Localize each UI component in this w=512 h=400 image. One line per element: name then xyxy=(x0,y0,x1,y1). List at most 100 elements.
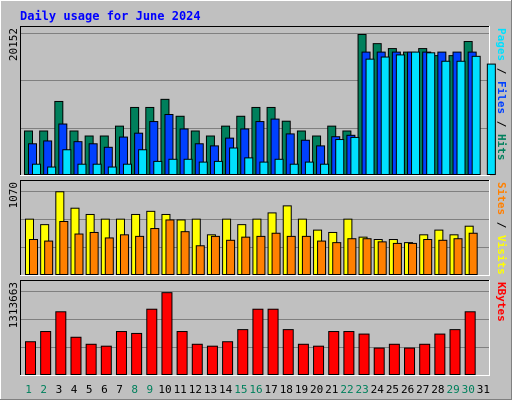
x-tick-label: 24 xyxy=(371,383,385,396)
bar-pages-day-19 xyxy=(304,161,314,176)
bar-sites-day-15 xyxy=(241,236,251,275)
bar-pages-day-9 xyxy=(153,160,163,176)
bar-sites-day-28 xyxy=(438,239,448,275)
bar-pages-day-22 xyxy=(350,136,360,176)
bar-pages-day-3 xyxy=(62,149,72,176)
x-tick-label: 12 xyxy=(189,383,202,396)
x-tick-label: 1 xyxy=(25,383,32,396)
x-tick-label: 16 xyxy=(249,383,262,396)
x-tick-label: 14 xyxy=(219,383,233,396)
middle-legend: Sites / Visits xyxy=(495,182,508,275)
chart-panels: 20152 Pages / Files / Hits 1070 Sites / Vis… xyxy=(7,26,508,376)
x-tick-label: 2 xyxy=(40,383,47,396)
bar-kbytes-day-8 xyxy=(131,332,143,376)
bar-pages-day-17 xyxy=(274,158,284,175)
bar-sites-day-1 xyxy=(29,239,38,275)
bar-kbytes-day-3 xyxy=(55,311,67,375)
x-tick-label: 11 xyxy=(174,383,187,396)
bar-pages-day-21 xyxy=(335,139,345,175)
top-legend: Pages / Files / Hits xyxy=(495,28,508,161)
x-tick-label: 31 xyxy=(477,383,490,396)
bar-pages-day-29 xyxy=(456,60,466,176)
bar-pages-day-28 xyxy=(441,60,451,176)
middle-ymax-label: 1070 xyxy=(7,182,20,209)
bar-pages-day-6 xyxy=(107,166,117,176)
bar-kbytes-day-25 xyxy=(388,343,400,376)
legend-entry: / xyxy=(495,215,508,235)
bar-kbytes-day-29 xyxy=(449,329,461,375)
chart-title: Daily usage for June 2024 xyxy=(20,9,201,23)
bar-sites-day-8 xyxy=(135,235,145,276)
bar-sites-day-19 xyxy=(301,235,311,276)
bar-sites-day-13 xyxy=(210,235,220,276)
legend-entry: Pages xyxy=(495,28,508,61)
x-tick-label: 9 xyxy=(147,383,154,396)
bar-sites-day-7 xyxy=(119,234,129,275)
bottom-ymax-label: 1313663 xyxy=(7,282,20,328)
bar-sites-day-5 xyxy=(89,231,99,275)
bar-sites-day-4 xyxy=(74,233,84,276)
bar-sites-day-29 xyxy=(453,238,463,276)
bar-sites-day-27 xyxy=(423,239,433,275)
legend-entry: Hits xyxy=(495,134,508,161)
x-tick-label: 25 xyxy=(386,383,399,396)
bar-pages-day-14 xyxy=(229,147,239,175)
x-tick-label: 23 xyxy=(356,383,369,396)
bar-pages-day-27 xyxy=(426,52,436,175)
bar-sites-day-26 xyxy=(408,242,418,276)
bar-pages-day-23 xyxy=(365,58,375,175)
bar-sites-day-23 xyxy=(362,238,372,276)
bar-kbytes-day-28 xyxy=(434,333,446,376)
legend-entry: Sites xyxy=(495,182,508,215)
bar-kbytes-day-4 xyxy=(70,336,82,375)
x-tick-label: 6 xyxy=(101,383,108,396)
bar-pages-day-5 xyxy=(92,163,102,175)
x-tick-label: 4 xyxy=(71,383,78,396)
bar-sites-day-17 xyxy=(271,232,281,275)
bar-kbytes-day-20 xyxy=(313,345,325,376)
bar-kbytes-day-17 xyxy=(267,308,279,376)
x-tick-label: 3 xyxy=(56,383,63,396)
bar-kbytes-day-2 xyxy=(40,331,52,375)
bar-sites-day-2 xyxy=(44,240,54,276)
middle-panel: 1070 Sites / Visits xyxy=(7,180,508,276)
bar-pages-day-4 xyxy=(77,163,87,175)
x-axis-labels: 1 2 3 4 5 6 7 8 9 10 11 12 13 14 15 16 17 18 19 20 21 22 23 24 2… xyxy=(25,383,490,396)
bar-pages-day-30 xyxy=(471,55,481,175)
bar-sites-day-3 xyxy=(59,221,69,275)
bar-kbytes-day-26 xyxy=(404,347,416,375)
bar-pages-day-13 xyxy=(213,160,223,176)
x-tick-label: 21 xyxy=(325,383,338,396)
bar-kbytes-day-19 xyxy=(297,343,309,376)
bar-sites-day-25 xyxy=(392,242,402,276)
top-panel: 20152 Pages / Files / Hits xyxy=(7,26,508,176)
bar-kbytes-day-21 xyxy=(328,331,340,375)
x-tick-label: 27 xyxy=(416,383,429,396)
bar-sites-day-22 xyxy=(347,238,357,276)
bar-sites-day-12 xyxy=(195,245,205,276)
bar-sites-day-21 xyxy=(332,242,342,275)
x-tick-label: 10 xyxy=(158,383,171,396)
legend-entry: / xyxy=(495,61,508,81)
x-tick-label: 5 xyxy=(86,383,93,396)
bar-kbytes-day-11 xyxy=(176,331,188,375)
bar-sites-day-11 xyxy=(180,231,190,276)
x-tick-label: 22 xyxy=(340,383,353,396)
bar-kbytes-day-15 xyxy=(237,329,249,375)
bar-sites-day-6 xyxy=(104,237,114,275)
bar-kbytes-day-27 xyxy=(419,343,431,376)
bar-pages-day-16 xyxy=(259,161,269,176)
bar-sites-day-10 xyxy=(165,219,175,276)
bar-pages-day-11 xyxy=(183,158,193,175)
bar-pages-day-31 xyxy=(486,63,496,175)
bar-kbytes-day-22 xyxy=(343,331,355,375)
bar-sites-day-30 xyxy=(468,232,478,275)
bottom-panel: 1313663 KBytes xyxy=(7,280,508,376)
x-tick-label: 8 xyxy=(131,383,138,396)
legend-entry: / xyxy=(495,114,508,134)
bar-kbytes-day-16 xyxy=(252,308,264,376)
bar-pages-day-7 xyxy=(122,163,132,175)
bar-sites-day-24 xyxy=(377,241,387,275)
bar-kbytes-day-7 xyxy=(115,331,127,375)
bar-kbytes-day-5 xyxy=(85,343,97,376)
